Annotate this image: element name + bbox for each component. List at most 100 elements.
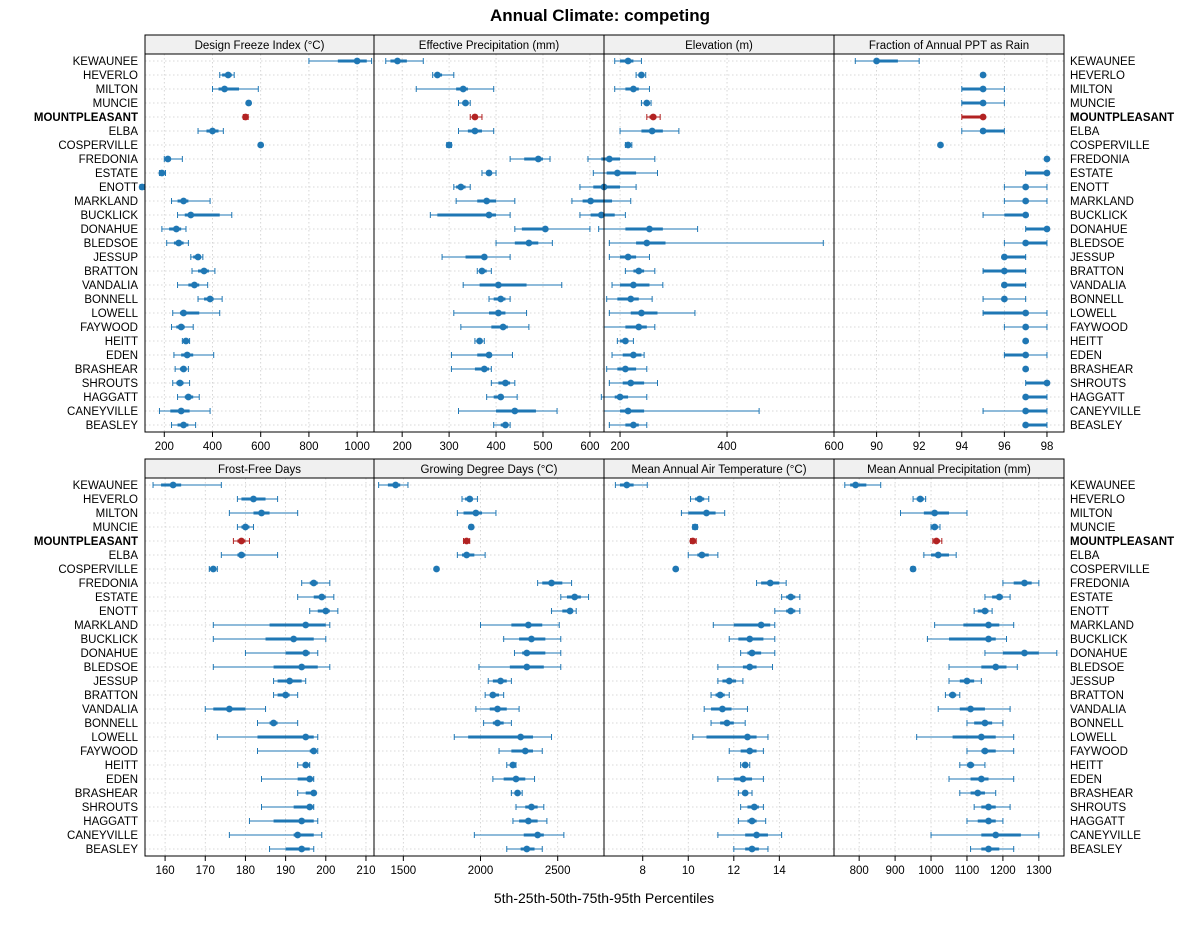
data-mark — [982, 407, 1048, 415]
site-label-left: ELBA — [109, 550, 139, 562]
x-tick-label: 170 — [196, 865, 215, 877]
data-mark — [467, 523, 475, 531]
site-label-right: BLEDSOE — [1070, 662, 1125, 674]
median-point — [979, 113, 987, 121]
site-label-left: FAYWOOD — [80, 322, 138, 334]
site-label-right: VANDALIA — [1070, 704, 1126, 716]
median-point — [624, 57, 632, 65]
data-mark — [261, 775, 315, 783]
data-mark — [781, 593, 801, 601]
panel: Design Freeze Index (°C) 200 400 600 800 1000 — [138, 34, 375, 453]
site-label-right: COSPERVILLE — [1070, 564, 1150, 576]
data-mark — [717, 775, 764, 783]
data-mark — [608, 309, 696, 317]
median-point — [985, 621, 992, 629]
median-point — [985, 635, 992, 643]
median-point — [1022, 197, 1030, 205]
data-mark — [301, 579, 331, 587]
site-label-right: BRATTON — [1070, 690, 1124, 702]
data-mark — [737, 789, 753, 797]
median-point — [483, 197, 491, 205]
x-tick-label: 900 — [886, 865, 905, 877]
median-point — [613, 169, 621, 177]
data-mark — [710, 719, 746, 727]
site-label-right: BRASHEAR — [1070, 788, 1133, 800]
site-label-right: SHROUTS — [1070, 378, 1127, 390]
median-point — [177, 407, 185, 415]
site-label-right: SHROUTS — [1070, 802, 1127, 814]
panel-border — [373, 53, 605, 433]
data-mark — [457, 407, 558, 415]
data-mark — [1000, 281, 1027, 289]
data-mark — [966, 747, 1015, 755]
median-point — [462, 99, 469, 107]
data-mark — [692, 733, 769, 741]
data-mark — [710, 691, 730, 699]
median-point — [250, 495, 257, 503]
data-mark — [220, 551, 279, 559]
panel-title: Effective Precipitation (mm) — [419, 40, 560, 52]
data-mark — [733, 845, 769, 853]
data-mark — [930, 523, 941, 531]
data-mark — [1022, 393, 1048, 401]
median-point — [209, 565, 217, 573]
data-mark — [461, 495, 478, 503]
median-point — [630, 85, 637, 93]
data-mark — [308, 57, 373, 65]
site-label-left: SHROUTS — [82, 378, 139, 390]
data-mark — [979, 71, 987, 79]
data-mark — [273, 691, 299, 699]
data-mark — [740, 649, 776, 657]
median-point — [739, 775, 747, 783]
median-point — [294, 831, 302, 839]
site-label-right: BONNELL — [1070, 718, 1124, 730]
data-mark — [172, 379, 191, 387]
data-mark — [646, 113, 661, 121]
median-point — [182, 337, 190, 345]
median-point — [467, 523, 475, 531]
x-tick-label: 600 — [580, 441, 599, 453]
median-point — [541, 225, 549, 233]
site-label-left: CANEYVILLE — [67, 830, 138, 842]
x-tick-label: 400 — [486, 441, 505, 453]
data-mark — [966, 719, 1004, 727]
median-point — [302, 621, 310, 629]
data-mark — [152, 481, 222, 489]
data-mark — [415, 85, 495, 93]
data-mark — [966, 817, 1004, 825]
data-mark — [256, 719, 299, 727]
data-mark — [460, 323, 530, 331]
panel-title: Frost-Free Days — [218, 464, 301, 476]
median-point — [605, 155, 613, 163]
data-mark — [429, 211, 511, 219]
data-mark — [982, 309, 1048, 317]
x-tick-label: 12 — [727, 865, 740, 877]
site-label-left: MILTON — [96, 508, 138, 520]
median-point — [1022, 407, 1030, 415]
data-mark — [932, 537, 943, 545]
site-label-right: BEASLEY — [1070, 420, 1123, 432]
median-point — [394, 57, 401, 65]
panel-title: Fraction of Annual PPT as Rain — [869, 40, 1029, 52]
x-tick-label: 600 — [251, 441, 270, 453]
data-mark — [973, 803, 1011, 811]
data-mark — [737, 817, 767, 825]
site-label-left: BRATTON — [84, 690, 138, 702]
x-tick-label: 200 — [393, 441, 412, 453]
median-point — [478, 267, 486, 275]
x-tick-label: 92 — [913, 441, 926, 453]
data-mark — [1000, 253, 1027, 261]
data-mark — [171, 421, 197, 429]
site-label-left: CANEYVILLE — [67, 406, 138, 418]
site-label-right: LOWELL — [1070, 732, 1117, 744]
median-point — [525, 239, 533, 247]
median-point — [164, 155, 172, 163]
median-point — [967, 761, 974, 769]
data-mark — [432, 71, 455, 79]
data-mark — [261, 803, 315, 811]
data-mark — [606, 365, 648, 373]
median-point — [852, 481, 859, 489]
median-point — [985, 803, 992, 811]
panel: Effective Precipitation (mm) 200 300 400 500… — [373, 34, 605, 453]
data-mark — [948, 775, 1015, 783]
